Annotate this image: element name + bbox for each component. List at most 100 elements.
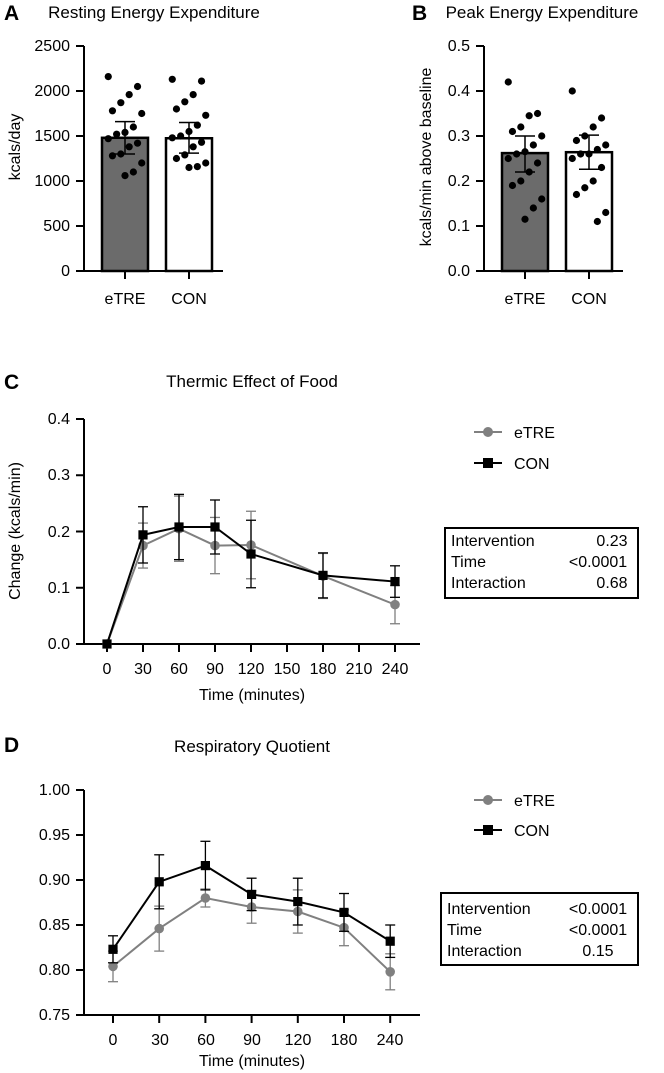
panel-c-letter: C xyxy=(4,371,19,394)
data-point-etre xyxy=(104,73,112,81)
data-point-con xyxy=(577,150,585,158)
legend-con-label: CON xyxy=(514,456,550,473)
panel-b-letter: B xyxy=(412,2,427,25)
legend-etre-label: eTRE xyxy=(514,425,555,442)
panel-a-y-tick-label: 0 xyxy=(61,263,70,280)
data-point-con xyxy=(597,163,606,172)
data-point-con xyxy=(177,132,185,140)
panel-b-y-tick-label: 0.3 xyxy=(448,128,470,145)
data-point-con xyxy=(185,163,193,172)
data-point-con xyxy=(581,132,589,140)
panel-d-x-tick-label: 60 xyxy=(197,1032,215,1049)
panel-d-y-ticks: 0.75 0.80 0.85 0.90 0.95 1.00 xyxy=(39,782,70,1024)
data-point-con xyxy=(568,87,576,95)
data-point-con xyxy=(172,105,181,113)
stat-label: Intervention xyxy=(451,533,535,550)
data-point-etre xyxy=(108,107,117,115)
data-point-con xyxy=(197,77,206,85)
point-con xyxy=(108,944,118,954)
data-point-etre xyxy=(521,215,529,223)
panel-d: D Respiratory Quotient 0.75 0.80 0.85 0.… xyxy=(4,734,639,1070)
point-con xyxy=(174,522,184,532)
stat-label: Intervention xyxy=(447,901,531,918)
panel-d-x-tick-label: 30 xyxy=(151,1032,169,1049)
point-etre xyxy=(390,599,400,610)
panel-d-y-tick-label: 1.00 xyxy=(39,782,70,799)
point-con xyxy=(200,861,210,871)
legend-etre-label: eTRE xyxy=(514,793,555,810)
panel-b-y-ticks: 0.0 0.1 0.2 0.3 0.4 0.5 xyxy=(448,38,470,280)
data-point-etre xyxy=(121,172,129,180)
panel-d-marks xyxy=(76,789,396,1023)
stat-value: <0.0001 xyxy=(569,901,627,918)
panel-d-x-tick-label: 120 xyxy=(285,1032,312,1049)
data-point-con xyxy=(202,111,210,119)
panel-c-x-tick-label: 60 xyxy=(170,661,188,678)
panel-c-y-tick-label: 0.3 xyxy=(48,467,70,484)
data-point-etre xyxy=(138,109,146,118)
point-con xyxy=(385,936,395,946)
data-point-etre xyxy=(133,139,142,147)
data-point-con xyxy=(172,154,181,163)
panel-c-y-tick-label: 0.4 xyxy=(48,411,70,428)
panel-d-y-tick-label: 0.80 xyxy=(39,962,70,979)
panel-d-title: Respiratory Quotient xyxy=(174,737,330,756)
panel-d-x-ticks: 0 30 60 90 120 180 240 xyxy=(109,1032,404,1049)
panel-a-y-tick-label: 2000 xyxy=(34,83,70,100)
point-con xyxy=(210,522,220,532)
stat-label: Interaction xyxy=(447,943,522,960)
data-point-con xyxy=(181,98,189,106)
point-con xyxy=(138,530,148,540)
panel-c-y-ticks: 0.0 0.1 0.2 0.3 0.4 xyxy=(48,411,70,653)
panel-c-legend: eTRE CON xyxy=(474,425,555,473)
stats-box-border xyxy=(444,527,639,599)
panel-c-y-tick-label: 0.2 xyxy=(48,524,70,541)
data-point-etre xyxy=(538,132,546,140)
data-point-etre xyxy=(129,123,137,131)
data-point-etre xyxy=(125,143,133,151)
legend-etre-marker xyxy=(483,795,493,805)
data-point-etre xyxy=(133,82,142,91)
panel-a-y-tick-label: 1000 xyxy=(34,173,70,190)
point-con xyxy=(390,576,400,587)
panel-b: B Peak Energy Expenditure kcals/min abov… xyxy=(412,2,638,308)
point-con xyxy=(246,549,256,559)
data-point-etre xyxy=(533,109,542,118)
stat-value: 0.23 xyxy=(596,533,627,550)
panel-c-title: Thermic Effect of Food xyxy=(166,372,338,391)
data-point-etre xyxy=(529,141,537,149)
point-con xyxy=(339,907,349,917)
panel-c: C Thermic Effect of Food Change (kcals/m… xyxy=(4,371,639,704)
panel-d-y-tick-label: 0.85 xyxy=(39,917,70,934)
point-etre xyxy=(108,961,118,972)
panel-d-x-tick-label: 240 xyxy=(377,1032,404,1049)
panel-c-y-label: Change (kcals/min) xyxy=(7,462,24,600)
panel-c-x-tick-label: 0 xyxy=(103,661,112,678)
data-point-con xyxy=(602,141,610,149)
panel-d-y-tick-label: 0.75 xyxy=(39,1007,70,1024)
data-point-con xyxy=(593,145,601,154)
panel-c-y-tick-label: 0.1 xyxy=(48,580,70,597)
panel-c-stats-box: Intervention 0.23 Time <0.0001 Interacti… xyxy=(444,527,639,599)
panel-b-y-tick-label: 0.1 xyxy=(448,218,470,235)
legend-con-label: CON xyxy=(514,823,550,840)
data-point-con xyxy=(572,190,581,199)
data-point-etre xyxy=(504,154,512,163)
panel-b-y-tick-label: 0.4 xyxy=(448,83,470,100)
data-point-con xyxy=(197,138,206,146)
data-point-etre xyxy=(525,112,533,120)
panel-d-x-tick-label: 90 xyxy=(243,1032,261,1049)
data-point-con xyxy=(193,121,201,129)
data-point-con xyxy=(593,217,601,226)
panel-a-y-tick-label: 500 xyxy=(43,218,70,235)
panel-d-letter: D xyxy=(4,734,19,757)
data-point-con xyxy=(189,143,197,151)
panel-a-marks xyxy=(76,45,214,279)
panel-a: A Resting Energy Expenditure kcals/day 0… xyxy=(4,2,260,308)
panel-d-y-tick-label: 0.90 xyxy=(39,872,70,889)
panel-d-x-tick-label: 0 xyxy=(109,1032,118,1049)
data-point-etre xyxy=(508,181,517,190)
data-point-etre xyxy=(504,78,512,86)
panel-c-x-tick-label: 180 xyxy=(310,661,337,678)
